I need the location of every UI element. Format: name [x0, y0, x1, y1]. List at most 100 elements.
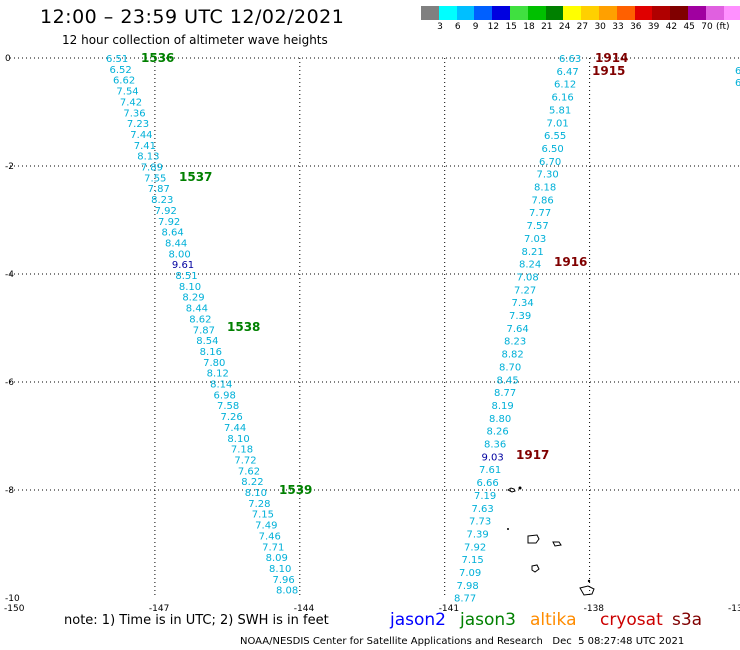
legend-swatch — [545, 6, 564, 20]
swh-value-west: 7.87 — [193, 325, 215, 336]
y-tick-label: -4 — [5, 270, 14, 280]
swh-value-east: 8.26 — [487, 427, 509, 438]
swh-value-west: 6.52 — [109, 65, 131, 76]
swh-value-west: 7.58 — [217, 401, 239, 412]
pass-label-1915: 1915 — [592, 64, 625, 78]
swh-value-west: 8.64 — [162, 228, 184, 239]
swh-value-west: 8.16 — [200, 347, 222, 358]
pass-label-1916: 1916 — [554, 255, 587, 269]
credit-line: NOAA/NESDIS Center for Satellite Applica… — [240, 636, 685, 647]
legend-swatch — [492, 6, 510, 20]
swh-value-west: 9.61 — [172, 260, 194, 271]
swh-value-west: 8.09 — [266, 553, 288, 564]
swh-value-east: 6.63 — [559, 54, 581, 65]
swh-value-east: 7.19 — [474, 491, 496, 502]
y-tick-label: -10 — [5, 594, 20, 604]
swh-value-west: 7.49 — [255, 521, 277, 532]
island-outline — [527, 534, 540, 544]
swh-value-west: 7.92 — [155, 206, 177, 217]
swh-value-west: 7.15 — [252, 510, 274, 521]
satellite-label-jason3: jason3 — [460, 610, 516, 630]
swh-value-west: 7.89 — [141, 163, 163, 174]
swh-value-east: 8.80 — [489, 414, 511, 425]
swh-value-west: 8.12 — [207, 369, 229, 380]
satellite-label-cryosat: cryosat — [600, 610, 663, 630]
pass-label-1539: 1539 — [279, 483, 312, 497]
map-title: 12:00 – 23:59 UTC 12/02/2021 — [40, 6, 345, 28]
x-tick-label: -141 — [439, 604, 459, 614]
swh-value-east: 9.03 — [482, 452, 504, 463]
swh-value-west: 6.51 — [106, 54, 128, 65]
swh-value-east: 8.70 — [499, 362, 521, 373]
swh-value-west: 7.80 — [203, 358, 225, 369]
pass-label-1538: 1538 — [227, 320, 260, 334]
legend-label: 70 — [701, 22, 713, 32]
swh-value-west: 8.13 — [137, 152, 159, 163]
swh-value-west: 8.10 — [245, 488, 267, 499]
swh-value-east: 7.01 — [547, 118, 569, 129]
swh-value-east: 7.30 — [537, 170, 559, 181]
swh-value-east: 7.34 — [512, 298, 534, 309]
swh-value-west: 8.14 — [210, 380, 232, 391]
swh-value-east: 6.55 — [544, 131, 566, 142]
y-tick-label: 0 — [5, 54, 11, 64]
swh-value-east: 6.16 — [552, 93, 574, 104]
swh-value-east: 7.39 — [467, 529, 489, 540]
swh-value-west: 8.00 — [168, 249, 190, 260]
legend-label: 42 — [665, 22, 678, 32]
legend-swatch — [670, 6, 688, 20]
swh-value-east: 7.08 — [517, 272, 539, 283]
island-dot — [518, 486, 522, 490]
legend-label: 15 — [505, 22, 517, 32]
swh-value-east: 7.63 — [472, 504, 494, 515]
swh-value-west: 7.41 — [134, 141, 156, 152]
swh-value-west: 8.51 — [175, 271, 197, 282]
legend-swatch — [705, 6, 724, 20]
legend-swatch — [634, 6, 653, 20]
swh-value-west: 7.71 — [262, 542, 284, 553]
legend-label: 18 — [523, 22, 535, 32]
pass-label-1537: 1537 — [179, 170, 212, 184]
swh-value-edge: 6 — [735, 66, 740, 77]
legend-label: 27 — [576, 22, 589, 32]
swh-value-east: 7.77 — [529, 208, 551, 219]
x-tick-label: -138 — [584, 604, 605, 614]
satellite-label-s3a: s3a — [672, 610, 703, 630]
legend-label: 21 — [541, 22, 553, 32]
swh-value-west: 8.23 — [151, 195, 173, 206]
legend-label: 9 — [472, 22, 479, 32]
swh-value-east: 6.47 — [557, 67, 579, 78]
swh-value-west: 7.72 — [234, 455, 256, 466]
swh-value-west: 8.62 — [189, 314, 211, 325]
swh-value-east: 6.12 — [554, 80, 576, 91]
legend-label: 12 — [487, 22, 500, 32]
swh-value-west: 7.44 — [224, 423, 246, 434]
legend-label: 33 — [612, 22, 624, 32]
legend-swatch — [687, 6, 706, 20]
legend-label: 6 — [454, 22, 461, 32]
island-outline — [579, 585, 595, 596]
swh-value-west: 7.92 — [158, 217, 180, 228]
swh-value-west: 7.42 — [120, 97, 142, 108]
swh-value-east: 7.64 — [507, 324, 529, 335]
swh-value-east: 7.57 — [527, 221, 549, 232]
island-dot — [507, 528, 509, 530]
swh-value-west: 8.08 — [276, 586, 298, 597]
color-legend — [421, 6, 740, 20]
legend-label: 45 — [683, 22, 695, 32]
legend-swatch — [563, 6, 582, 20]
x-tick-label: -135 — [728, 604, 740, 614]
satellite-label-jason2: jason2 — [390, 610, 446, 630]
satellite-label-altika: altika — [530, 610, 577, 630]
swh-value-west: 8.10 — [227, 434, 249, 445]
swh-value-east: 8.36 — [484, 440, 506, 451]
legend-swatch — [456, 6, 475, 20]
x-tick-label: -147 — [149, 604, 169, 614]
swh-value-east: 8.23 — [504, 337, 526, 348]
legend-label: 30 — [594, 22, 606, 32]
swh-value-east: 8.18 — [534, 183, 556, 194]
legend-label: 36 — [630, 22, 642, 32]
swh-value-west: 7.87 — [148, 184, 170, 195]
legend-swatch — [421, 6, 439, 20]
legend-swatch — [598, 6, 617, 20]
